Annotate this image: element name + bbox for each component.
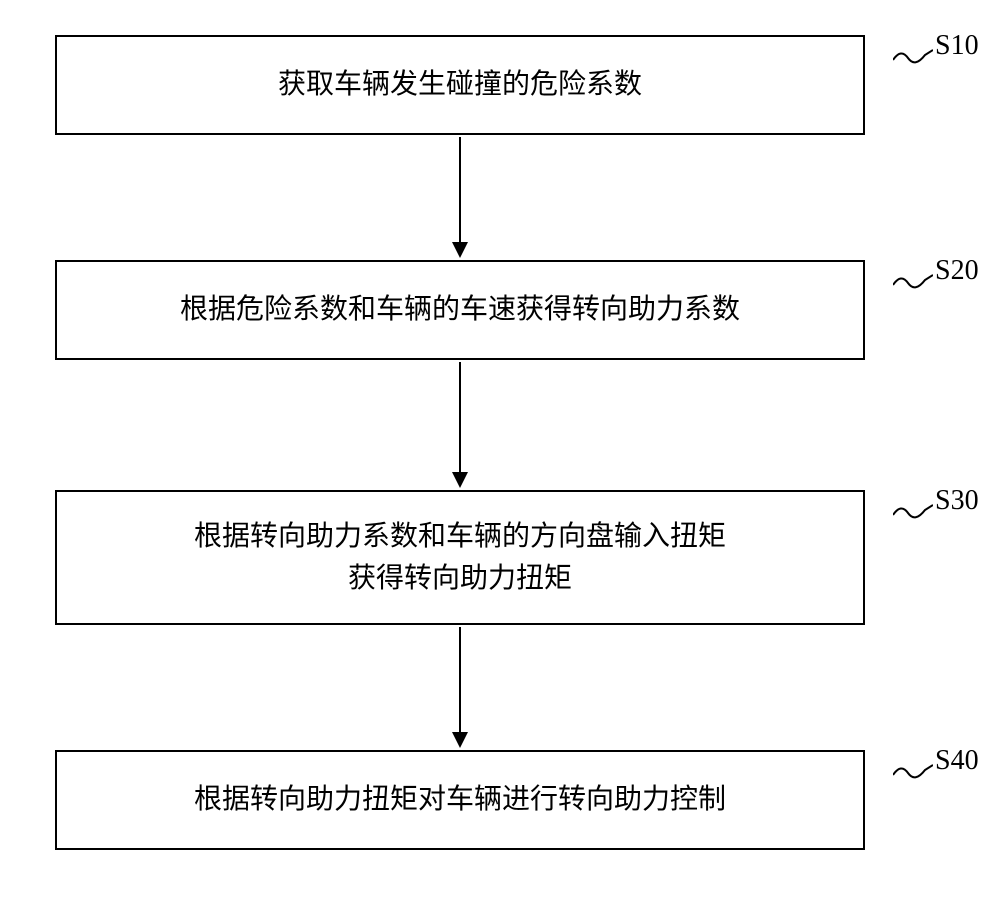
flowchart-container: 获取车辆发生碰撞的危险系数 S10 根据危险系数和车辆的车速获得转向助力系数 S… [0, 0, 1000, 915]
flow-step-s10: 获取车辆发生碰撞的危险系数 [55, 35, 865, 135]
flow-step-s20: 根据危险系数和车辆的车速获得转向助力系数 [55, 260, 865, 360]
squiggle-connector-icon [893, 500, 933, 525]
flow-step-s30: 根据转向助力系数和车辆的方向盘输入扭矩 获得转向助力扭矩 [55, 490, 865, 625]
flow-step-text: 根据转向助力系数和车辆的方向盘输入扭矩 获得转向助力扭矩 [174, 516, 746, 600]
flow-step-s40: 根据转向助力扭矩对车辆进行转向助力控制 [55, 750, 865, 850]
step-label-s30: S30 [935, 485, 979, 517]
arrow-head-icon [452, 242, 468, 258]
flow-step-text: 获取车辆发生碰撞的危险系数 [258, 64, 662, 106]
arrow-head-icon [452, 472, 468, 488]
step-label-s20: S20 [935, 255, 979, 287]
squiggle-connector-icon [893, 45, 933, 70]
flow-step-text: 根据危险系数和车辆的车速获得转向助力系数 [160, 289, 760, 331]
arrow-line [459, 362, 461, 472]
flow-step-text-line1: 根据转向助力系数和车辆的方向盘输入扭矩 [194, 521, 726, 552]
arrow-line [459, 627, 461, 732]
step-label-s10: S10 [935, 30, 979, 62]
arrow-line [459, 137, 461, 242]
flow-step-text-line2: 获得转向助力扭矩 [348, 563, 572, 594]
step-label-s40: S40 [935, 745, 979, 777]
squiggle-connector-icon [893, 760, 933, 785]
arrow-head-icon [452, 732, 468, 748]
squiggle-connector-icon [893, 270, 933, 295]
flow-step-text: 根据转向助力扭矩对车辆进行转向助力控制 [174, 779, 746, 821]
